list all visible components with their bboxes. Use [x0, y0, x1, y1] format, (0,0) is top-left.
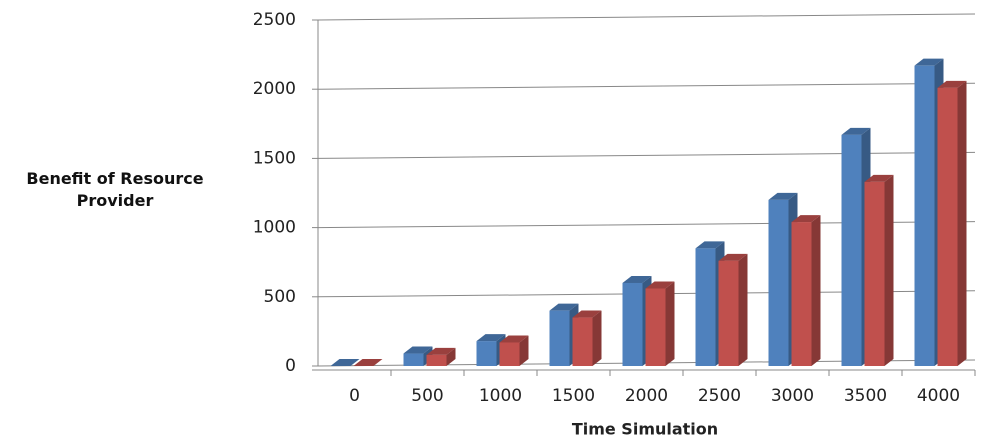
bar-top: [330, 359, 360, 366]
bar-top: [864, 174, 894, 182]
bar: [499, 342, 520, 366]
bar-side: [592, 310, 602, 366]
bar: [864, 174, 894, 366]
x-tick-label: 0: [349, 386, 360, 406]
x-tick-label: 3000: [771, 386, 814, 406]
bar-side: [884, 174, 894, 366]
bar: [645, 288, 666, 366]
y-axis-label: Benefit of Resource Provider: [26, 169, 204, 210]
y-tick-label: 2500: [253, 10, 296, 30]
y-tick-label: 1500: [253, 148, 296, 168]
bar: [937, 80, 967, 366]
bar: [330, 359, 360, 366]
x-tick-label: 2500: [698, 386, 741, 406]
bar-side: [446, 347, 456, 366]
bar-top: [914, 58, 944, 66]
bar-side: [811, 215, 821, 366]
bar-top: [841, 127, 871, 135]
bar-top: [695, 241, 725, 249]
bar: [841, 134, 862, 366]
bar: [426, 347, 456, 366]
bar: [572, 310, 602, 366]
bar-top: [499, 335, 529, 343]
bar-top: [549, 303, 579, 311]
bar: [791, 215, 821, 366]
bar-side: [957, 80, 967, 366]
bar: [937, 87, 958, 366]
bar-side: [738, 253, 748, 366]
bar-top: [622, 275, 652, 283]
bar-top: [718, 253, 748, 261]
x-tick-label: 1000: [479, 386, 522, 406]
bar-top: [937, 80, 967, 88]
y-tick-label: 2000: [253, 79, 296, 99]
x-tick-label: 1500: [552, 386, 595, 406]
x-axis-label: Time Simulation: [572, 420, 718, 439]
grid-line: [317, 151, 976, 159]
bar-top: [403, 346, 433, 354]
bar-top: [791, 215, 821, 223]
bar: [499, 335, 529, 366]
x-tick-label: 4000: [917, 386, 960, 406]
y-tick-label: 1000: [253, 218, 296, 238]
bar-top: [353, 359, 383, 366]
bar: [768, 199, 789, 366]
bar: [695, 248, 716, 366]
bar: [403, 346, 433, 366]
bar: [549, 310, 570, 366]
bar-top: [572, 310, 602, 318]
bar: [572, 317, 593, 366]
bar: [622, 282, 643, 366]
bar-top: [476, 334, 506, 342]
grid-line: [317, 13, 976, 21]
bar: [718, 253, 748, 366]
bar-side: [519, 335, 529, 366]
bar-top: [768, 192, 798, 200]
bar: [914, 65, 935, 366]
bar: [353, 359, 383, 366]
bar: [426, 354, 447, 366]
bar: [864, 181, 885, 366]
y-tick-label: 500: [264, 287, 296, 307]
bar-top: [645, 281, 675, 289]
bar: [718, 260, 739, 366]
x-tick-label: 2000: [625, 386, 668, 406]
bar: [791, 222, 812, 366]
bar: [645, 281, 675, 366]
y-tick-label: 0: [285, 356, 296, 376]
bar-top: [426, 347, 456, 355]
grid-line: [317, 82, 976, 90]
x-tick-label: 500: [411, 386, 443, 406]
bar: [476, 341, 497, 366]
bar-side: [665, 281, 675, 366]
bar: [403, 353, 424, 366]
x-tick-label: 3500: [844, 386, 887, 406]
